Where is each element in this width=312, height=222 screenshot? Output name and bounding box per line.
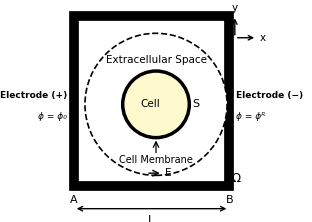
Circle shape [85, 33, 227, 175]
Text: A: A [70, 195, 78, 205]
Text: O: O [225, 39, 232, 48]
Text: S: S [193, 99, 200, 109]
Text: Ω: Ω [232, 172, 241, 185]
Circle shape [123, 71, 189, 138]
Text: x: x [259, 33, 265, 43]
Text: ϕ = ϕ₀: ϕ = ϕ₀ [38, 112, 67, 121]
Text: y: y [232, 3, 238, 13]
Bar [74, 16, 229, 186]
Text: B: B [226, 195, 233, 205]
Text: L: L [148, 214, 155, 222]
Text: E: E [165, 168, 171, 178]
Text: Extracellular Space: Extracellular Space [105, 55, 207, 65]
Text: Cell: Cell [141, 99, 160, 109]
Text: ϕ = ϕᴿ: ϕ = ϕᴿ [236, 112, 265, 121]
Text: Cell Membrane: Cell Membrane [119, 155, 193, 165]
Text: Electrode (−): Electrode (−) [236, 91, 303, 100]
Text: Electrode (+): Electrode (+) [0, 91, 67, 100]
